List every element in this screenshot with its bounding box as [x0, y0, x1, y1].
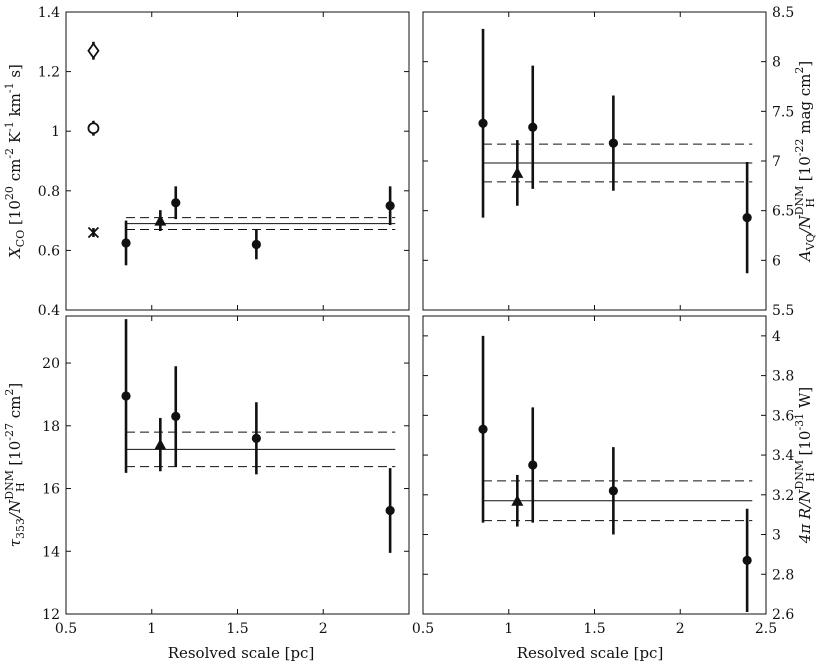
data-point-circle: [251, 433, 261, 443]
x-tick-label: 1: [504, 621, 513, 637]
y-tick-label: 1.2: [38, 65, 60, 81]
y-tick-label: 3.8: [772, 369, 794, 385]
y-tick-label: 0.8: [38, 184, 60, 200]
panel-frame: [65, 11, 410, 311]
y-tick-label: 20: [42, 356, 60, 372]
x-tick-label: 0.5: [412, 621, 434, 637]
y-tick-label: 16: [42, 482, 60, 498]
data-point-circle: [385, 201, 395, 211]
y-tick-label: 6.5: [772, 204, 794, 220]
data-point-circle: [121, 391, 131, 401]
y-tick-label: 0.6: [38, 243, 60, 259]
y-tick-label: 2.6: [772, 607, 794, 623]
x-tick-label: 1.5: [583, 621, 605, 637]
data-point-circle: [742, 213, 752, 223]
data-point-circle: [478, 118, 488, 128]
panel-frame: [422, 315, 767, 615]
data-point-circle: [478, 424, 488, 434]
data-point-triangle: [511, 166, 524, 178]
data-point-triangle: [154, 438, 167, 450]
y-axis-title: 4π R/NDNMH [10-31 W]: [793, 387, 817, 544]
x-tick-label: 0.5: [55, 621, 77, 637]
y-axis-title: AVQ/NDNMH [10-22 mag cm2]: [793, 61, 817, 264]
data-point-triangle: [511, 494, 524, 506]
data-point-circle: [171, 411, 181, 421]
extra-marker-circle-open: [87, 122, 100, 135]
y-tick-label: 8: [772, 55, 781, 71]
x-tick-label: 2.5: [755, 621, 777, 637]
panel-bottom-right: 0.5 1 1.5 2 2.52.6 2.8 3 3.2 3.4 3.6 3.8 4 4π R/NDNM…: [412, 315, 817, 637]
x-tick-label: 1: [147, 621, 156, 637]
data-point-circle: [251, 239, 261, 250]
x-tick-label: 2: [676, 621, 685, 637]
y-tick-label: 1: [51, 124, 60, 140]
y-tick-label: 12: [42, 607, 60, 623]
data-point-circle: [121, 238, 131, 248]
extra-marker-x-stroke-b: [87, 226, 100, 239]
x-tick-label: 1.5: [226, 621, 248, 637]
y-tick-label: 18: [42, 419, 60, 435]
x-tick-label: 2: [319, 621, 328, 637]
data-point-circle: [528, 460, 538, 470]
data-point-circle: [742, 555, 752, 565]
y-tick-label: 5.5: [772, 303, 794, 319]
panel-top-right: 5.5 6 6.5 7 7.5 8 8.5 AVQ/NDNMH [10-22 mag cm2]: [422, 5, 817, 319]
data-point-triangle: [154, 214, 167, 226]
panel-bottom-left: 0.5 1 1.5 2 12 14 16 18 20 τ353/NDNMH [10-27 cm2]: [3, 315, 410, 637]
panel-frame: [422, 11, 767, 311]
y-tick-label: 8.5: [772, 5, 794, 21]
y-tick-label: 7.5: [772, 104, 794, 120]
y-tick-label: 3.4: [772, 448, 794, 464]
data-point-circle: [608, 138, 618, 148]
y-tick-label: 6: [772, 253, 781, 269]
y-tick-label: 2.8: [772, 567, 794, 583]
y-axis-title: τ353/NDNMH [10-27 cm2]: [3, 383, 27, 548]
xlabel-left: Resolved scale [pc]: [168, 644, 315, 662]
y-tick-label: 3: [772, 528, 781, 544]
data-point-circle: [171, 198, 181, 208]
data-point-circle: [528, 122, 538, 132]
extra-marker-diamond: [87, 42, 100, 60]
y-tick-label: 7: [772, 154, 781, 170]
y-tick-label: 3.2: [772, 488, 794, 504]
y-tick-label: 4: [772, 329, 781, 345]
panel-top-left: 0.4 0.6 0.8 1 1.2 1.4 XCO [1020 cm-2 K-1 km-1 …: [3, 5, 410, 319]
data-point-circle: [608, 486, 618, 496]
y-axis-title: XCO [1020 cm-2 K-1 km-1 s]: [3, 64, 27, 259]
xlabel-right: Resolved scale [pc]: [517, 644, 664, 662]
y-tick-label: 1.4: [38, 5, 60, 21]
panel-frame: [65, 315, 410, 615]
y-tick-label: 14: [42, 544, 60, 560]
data-point-circle: [385, 505, 395, 516]
y-tick-label: 3.6: [772, 408, 794, 424]
y-tick-label: 0.4: [38, 303, 60, 319]
